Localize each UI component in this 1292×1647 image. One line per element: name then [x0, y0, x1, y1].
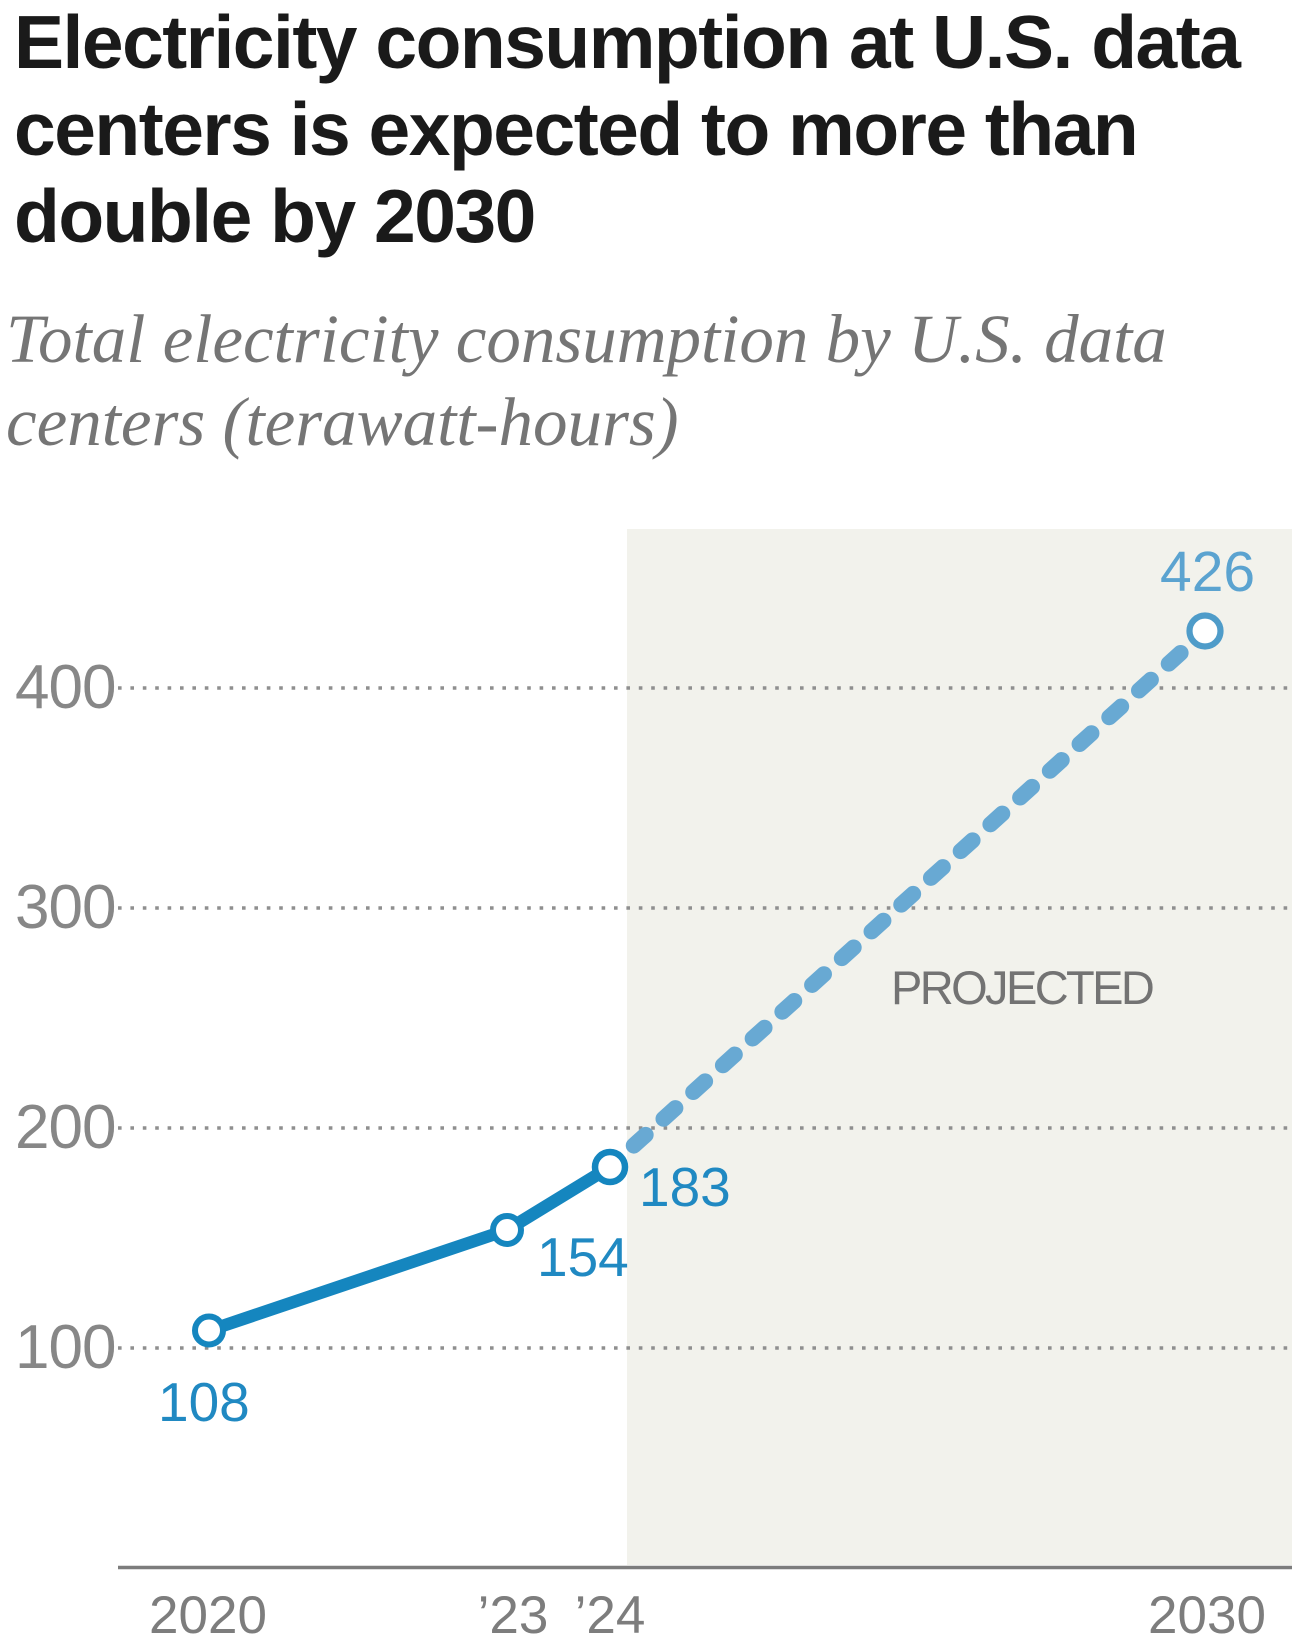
svg-text:154: 154: [537, 1226, 629, 1288]
svg-text:183: 183: [639, 1156, 731, 1218]
svg-text:100: 100: [15, 1313, 115, 1382]
svg-text:200: 200: [15, 1093, 115, 1162]
svg-text:’23: ’23: [478, 1586, 549, 1645]
svg-text:400: 400: [15, 653, 115, 722]
svg-text:PROJECTED: PROJECTED: [891, 961, 1153, 1014]
svg-text:2020: 2020: [149, 1586, 267, 1645]
svg-text:300: 300: [15, 873, 115, 942]
svg-text:’24: ’24: [575, 1586, 646, 1645]
svg-text:2030: 2030: [1148, 1586, 1266, 1645]
svg-text:108: 108: [158, 1371, 250, 1433]
svg-text:426: 426: [1160, 540, 1255, 604]
